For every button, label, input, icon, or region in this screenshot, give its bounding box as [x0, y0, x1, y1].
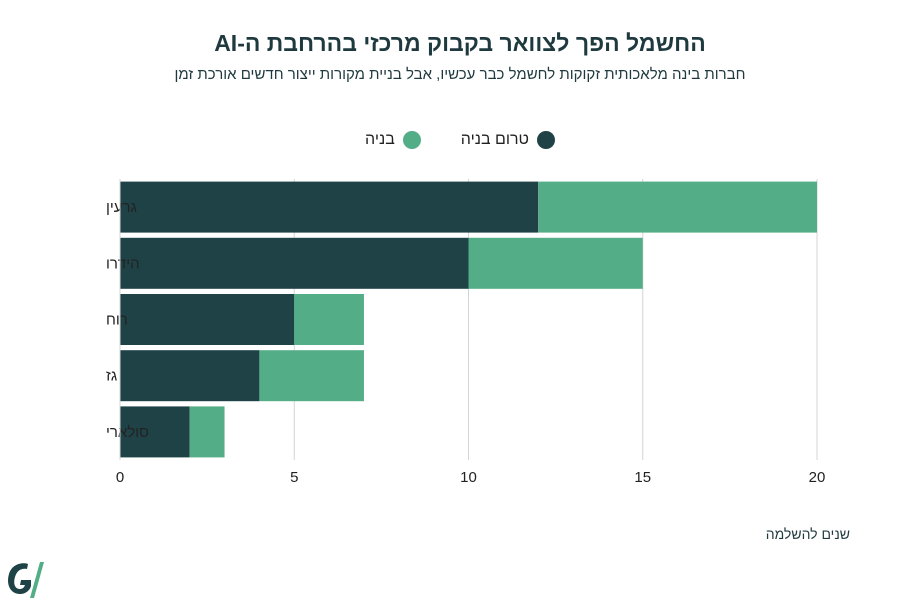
x-axis-label: שנים להשלמה [765, 526, 850, 542]
chart-title: החשמל הפך לצוואר בקבוק מרכזי בהרחבת ה-AI [214, 30, 706, 56]
legend-swatch-pre-construction [537, 131, 555, 149]
brand-logo [4, 558, 44, 607]
bar-pre-construction [120, 406, 190, 458]
y-tick-label: הידרו [106, 255, 140, 272]
legend-item-construction: בניה [365, 131, 421, 149]
y-tick-label: רוח [106, 312, 128, 329]
bar-construction [294, 294, 364, 345]
bar-pre-construction [120, 181, 539, 233]
x-tick-label: 10 [460, 469, 477, 486]
legend-label-pre-construction: טרום בניה [460, 131, 529, 148]
x-tick-label: 5 [290, 469, 298, 486]
y-tick-label: גז [106, 368, 117, 385]
bar-construction [468, 237, 643, 289]
bar-construction [538, 181, 817, 233]
bar-pre-construction [120, 294, 295, 345]
y-tick-label: סולארי [106, 424, 149, 441]
bar-pre-construction [120, 350, 260, 402]
x-tick-label: 20 [809, 469, 826, 486]
bar-construction [259, 350, 364, 402]
chart-subtitle: חברות בינה מלאכותית זקוקות לחשמל כבר עכש… [174, 66, 746, 83]
legend-label-construction: בניה [365, 131, 395, 148]
x-tick-label: 0 [116, 469, 124, 486]
legend-item-pre-construction: טרום בניה [461, 131, 555, 149]
x-tick-label: 15 [634, 469, 651, 486]
legend-swatch-construction [402, 131, 421, 149]
chart-legend: טרום בניה בניה [0, 131, 920, 149]
bar-construction [189, 406, 225, 458]
y-tick-label: גרעין [106, 199, 137, 216]
bar-pre-construction [120, 237, 469, 289]
